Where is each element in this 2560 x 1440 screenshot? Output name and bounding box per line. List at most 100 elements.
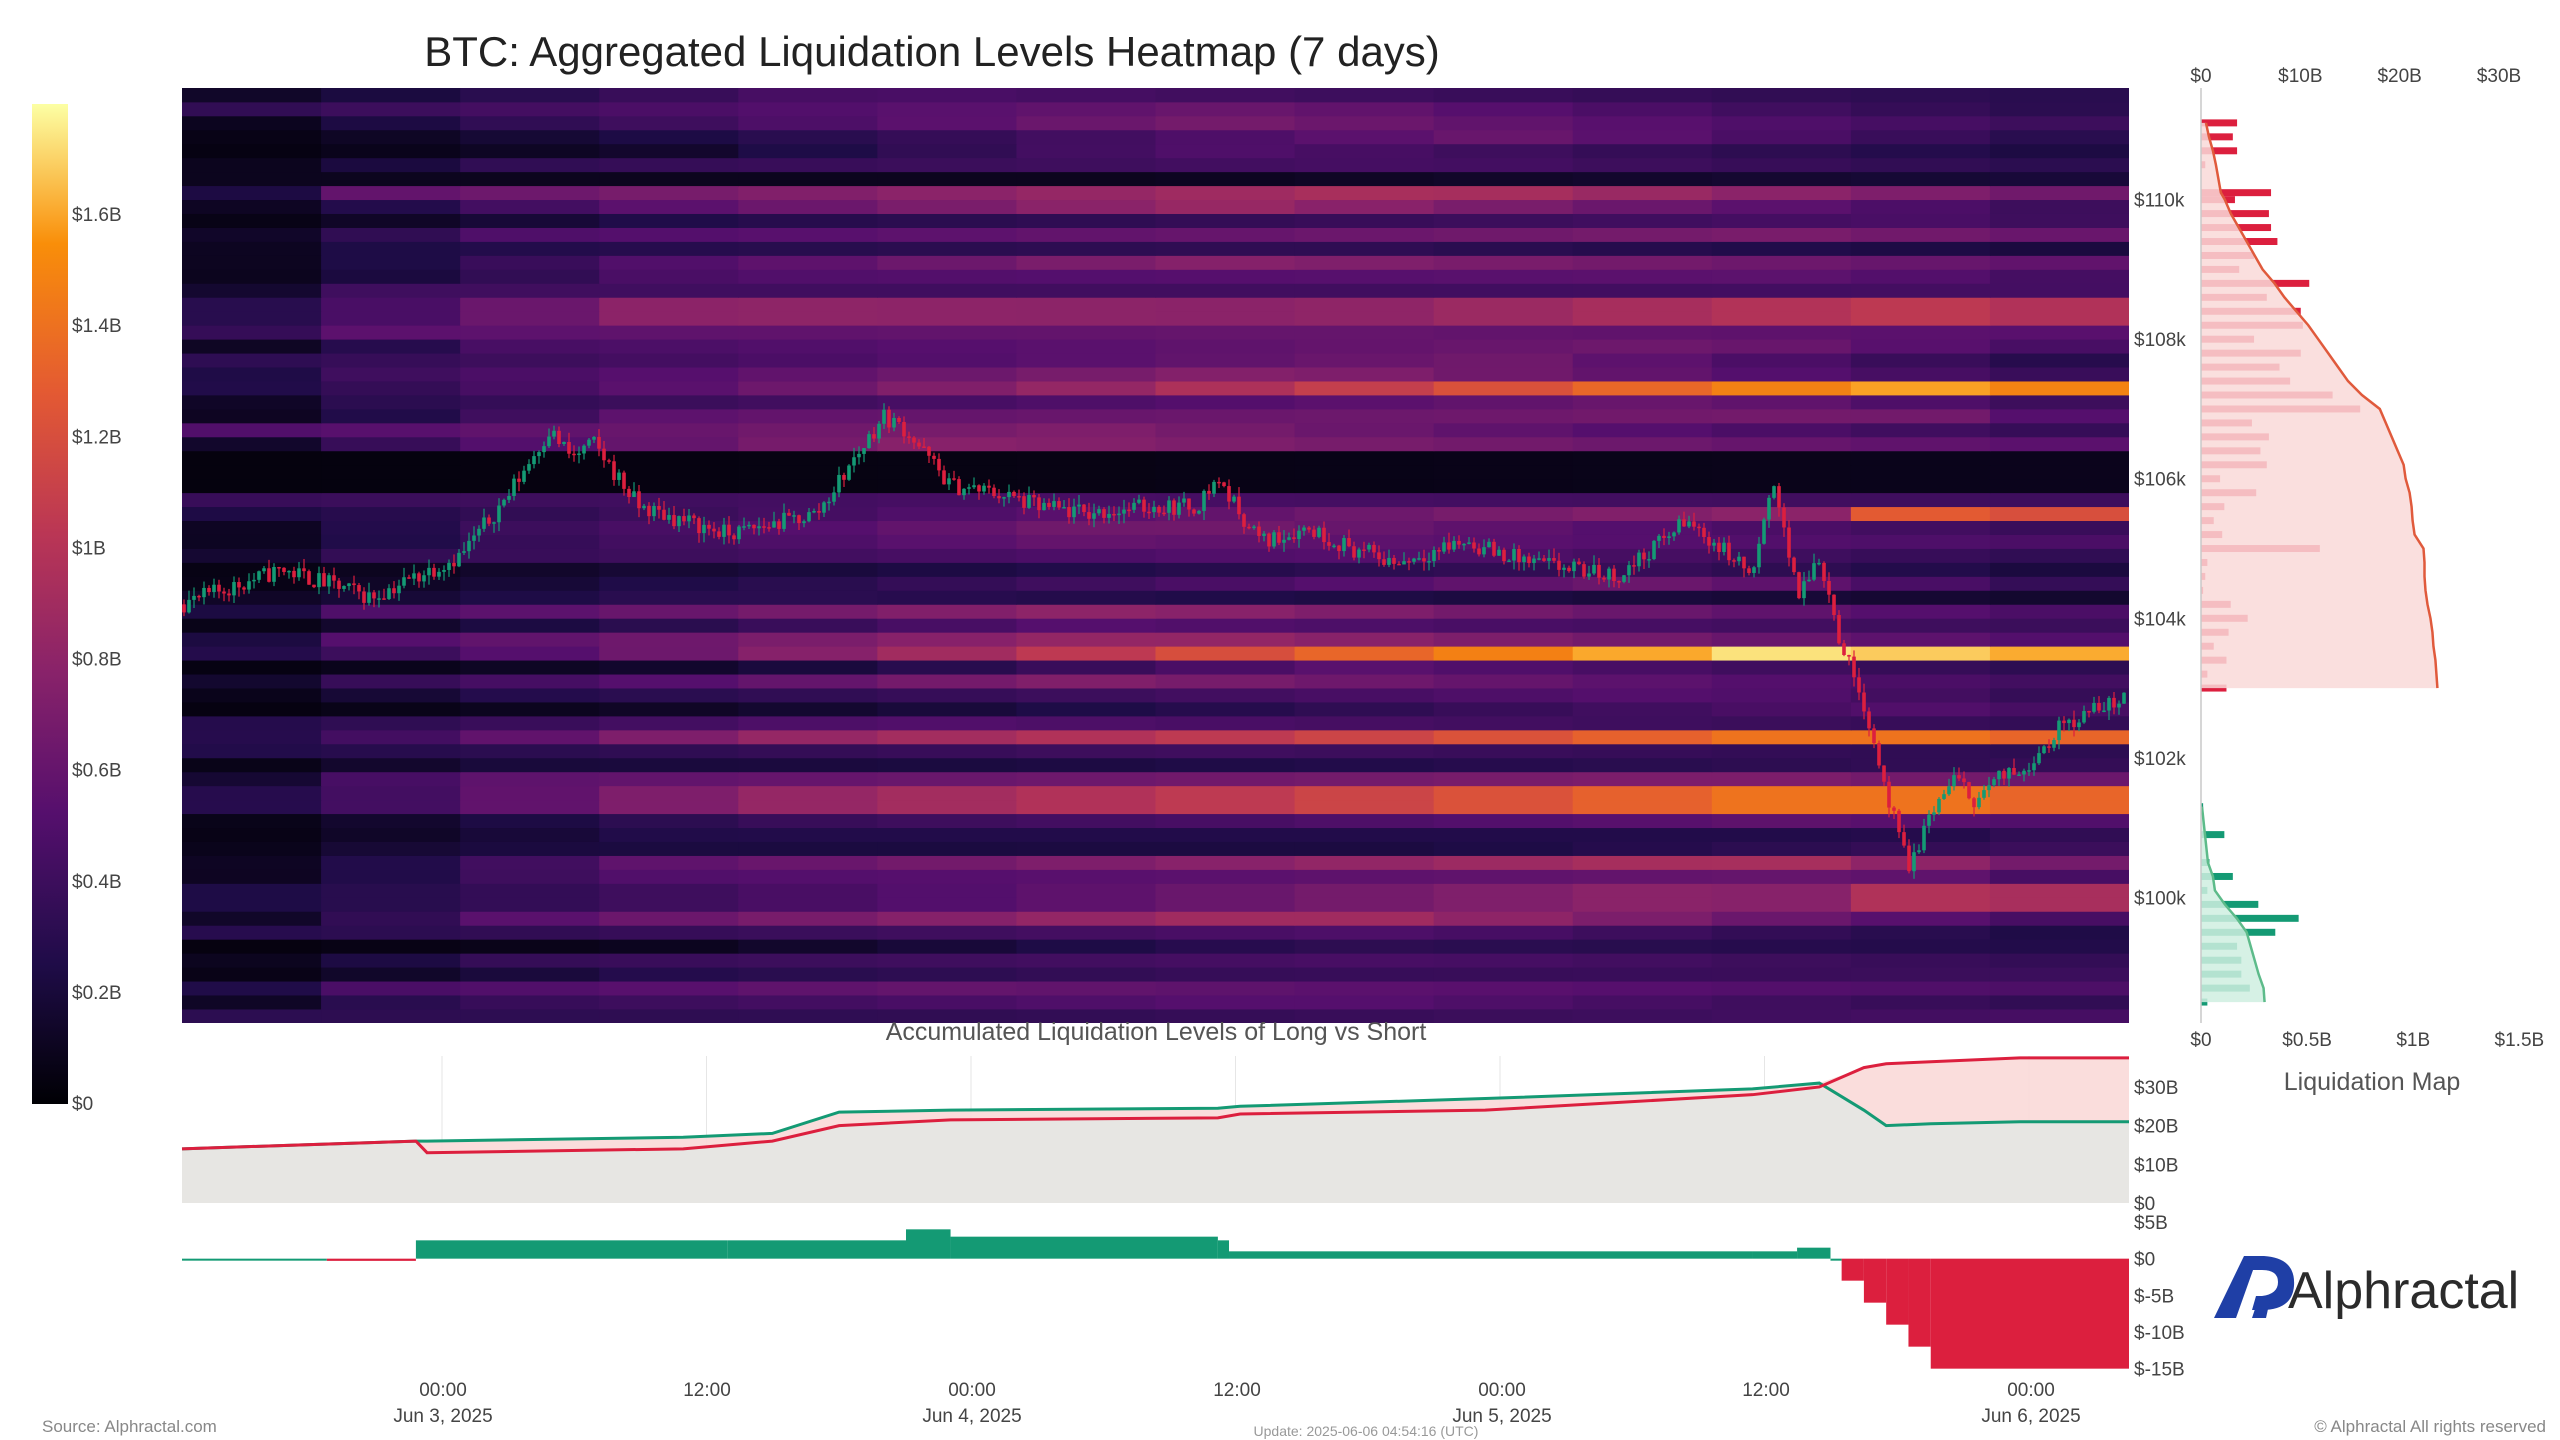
price-candle-73: [547, 436, 551, 447]
price-candle-16: [262, 568, 266, 572]
heatmap-cell-5-12: [1850, 939, 1991, 954]
heatmap-cell-49-7: [1155, 325, 1296, 340]
price-candle-74: [552, 430, 556, 437]
price-candle-114: [752, 524, 756, 529]
heatmap-cell-37-7: [1155, 492, 1296, 508]
price-candle-217: [1267, 533, 1271, 547]
heatmap-cell-38-9: [1433, 478, 1574, 494]
heatmap-cell-66-12: [1850, 88, 1991, 103]
heatmap-cell-19-3: [599, 743, 739, 759]
heatmap-cell-15-0: [182, 799, 322, 815]
heatmap-cell-60-10: [1572, 171, 1713, 187]
heatmap-cell-44-1: [321, 395, 461, 410]
heatmap-cell-65-3: [599, 101, 739, 117]
price-candle-320: [1782, 507, 1786, 528]
heatmap-cell-28-6: [1016, 618, 1157, 633]
heatmap-cell-65-6: [1016, 101, 1157, 117]
heatmap-cell-54-4: [738, 255, 878, 270]
heatmap-cell-32-2: [460, 562, 600, 577]
heatmap-cell-6-2: [460, 925, 600, 940]
accumulated-spread-area: [182, 1057, 2129, 1153]
heatmap-cell-9-10: [1572, 883, 1713, 898]
price-candle-171: [1037, 497, 1041, 511]
heatmap-cell-56-0: [182, 227, 322, 242]
heatmap-cell-35-1: [321, 520, 461, 535]
heatmap-cell-6-11: [1711, 925, 1852, 940]
price-candle-99: [677, 516, 681, 527]
price-candle-77: [567, 441, 571, 454]
heatmap-cell-20-10: [1572, 729, 1713, 745]
heatmap-cell-9-1: [321, 883, 461, 898]
heatmap-cell-19-13: [1989, 743, 2129, 759]
price-candle-30: [332, 575, 336, 581]
heatmap-cell-59-8: [1294, 185, 1435, 201]
heatmap-cell-41-10: [1572, 436, 1713, 452]
heatmap-cell-1-3: [599, 995, 739, 1010]
heatmap-cell-16-10: [1572, 785, 1713, 801]
heatmap-cell-47-13: [1989, 353, 2129, 368]
price-candle-51: [437, 571, 441, 577]
price-candle-253: [1447, 542, 1451, 550]
heatmap-cell-20-6: [1016, 729, 1157, 745]
heatmap-cell-4-4: [738, 953, 878, 968]
heatmap-cell-51-9: [1433, 297, 1574, 312]
heatmap-cell-31-12: [1850, 576, 1991, 591]
price-candle-125: [807, 512, 811, 522]
heatmap-cell-42-1: [321, 422, 461, 438]
heatmap-cell-65-8: [1294, 101, 1435, 117]
heatmap-cell-1-2: [460, 995, 600, 1010]
heatmap-cell-11-12: [1850, 855, 1991, 870]
heatmap-cell-1-6: [1016, 995, 1157, 1010]
price-candle-86: [612, 461, 616, 480]
price-candle-165: [1007, 491, 1011, 498]
price-axis-label-0: $100k: [2134, 888, 2186, 909]
price-candle-34: [352, 583, 356, 586]
price-candle-78: [572, 453, 576, 456]
heatmap-cell-15-13: [1989, 799, 2129, 815]
heatmap-cell-64-1: [321, 115, 461, 131]
heatmap-cell-49-4: [738, 325, 878, 340]
price-candle-147: [917, 442, 921, 447]
difference-area-14: [1908, 1258, 1931, 1347]
price-candle-32: [342, 586, 346, 589]
heatmap-cell-49-8: [1294, 325, 1435, 340]
price-candle-31: [337, 580, 341, 589]
heatmap-cell-35-5: [877, 520, 1018, 535]
price-candle-301: [1687, 521, 1691, 527]
liquidation-map-bottom-tick-2: $1B: [2396, 1030, 2430, 1051]
heatmap-cell-38-0: [182, 478, 322, 494]
price-candle-246: [1412, 558, 1416, 562]
heatmap-cell-36-9: [1433, 506, 1574, 522]
heatmap-cell-3-0: [182, 967, 322, 982]
heatmap-cell-2-3: [599, 981, 739, 996]
heatmap-cell-53-6: [1016, 269, 1157, 284]
price-candle-248: [1422, 558, 1426, 562]
heatmap-cell-48-11: [1711, 339, 1852, 354]
heatmap-cell-30-5: [877, 590, 1018, 605]
heatmap-cell-34-2: [460, 534, 600, 549]
price-candle-139: [877, 423, 881, 439]
heatmap-cell-62-1: [321, 143, 461, 159]
heatmap-cell-42-12: [1850, 422, 1991, 438]
heatmap-cell-22-6: [1016, 702, 1157, 717]
price-candle-122: [792, 515, 796, 517]
heatmap-cell-34-11: [1711, 534, 1852, 549]
heatmap-cell-24-5: [877, 674, 1018, 689]
price-candle-44: [402, 577, 406, 586]
heatmap-cell-64-9: [1433, 115, 1574, 131]
heatmap-cell-40-2: [460, 450, 600, 466]
heatmap-cell-65-7: [1155, 101, 1296, 117]
price-candle-0: [182, 604, 186, 613]
price-candle-327: [1817, 562, 1821, 565]
heatmap-cell-33-3: [599, 548, 739, 563]
heatmap-cell-14-4: [738, 813, 878, 829]
heatmap-cell-27-0: [182, 632, 322, 647]
heatmap-cell-57-11: [1711, 213, 1852, 228]
liquidation-map-bottom-tick-0: $0: [2190, 1030, 2211, 1051]
liquidation-map-top-tick-2: $20B: [2377, 66, 2421, 87]
price-candle-233: [1347, 538, 1351, 547]
heatmap-cell-30-6: [1016, 590, 1157, 605]
price-candle-202: [1192, 509, 1196, 514]
heatmap-cell-18-12: [1850, 757, 1991, 773]
heatmap-cell-54-1: [321, 255, 461, 270]
